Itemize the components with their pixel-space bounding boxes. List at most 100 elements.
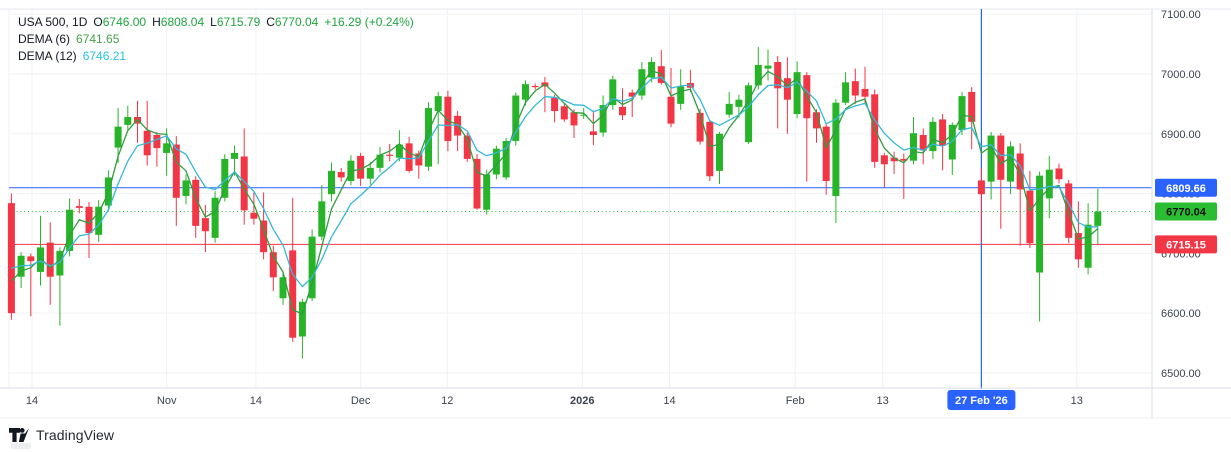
candle-body[interactable] — [619, 106, 626, 116]
candle-body[interactable] — [444, 96, 452, 141]
candle-body[interactable] — [774, 62, 782, 89]
candle-body[interactable] — [716, 133, 723, 171]
candle-body[interactable] — [929, 121, 937, 152]
candle-body[interactable] — [677, 86, 685, 104]
candle-body[interactable] — [318, 201, 326, 237]
time-axis-label[interactable]: 2026 — [570, 395, 594, 407]
candle-body[interactable] — [958, 96, 966, 131]
candle-body[interactable] — [609, 79, 617, 106]
price-axis-label[interactable]: 7100.00 — [1161, 9, 1201, 21]
candle-body[interactable] — [754, 65, 762, 86]
candle-body[interactable] — [260, 220, 268, 253]
candle-body[interactable] — [221, 158, 229, 198]
candle-body[interactable] — [890, 157, 898, 162]
symbol-title[interactable]: USA 500, 1D — [18, 15, 88, 29]
candle-body[interactable] — [1084, 224, 1092, 268]
candle-body[interactable] — [1007, 146, 1014, 182]
time-axis-label[interactable]: Feb — [786, 395, 805, 407]
candle-body[interactable] — [1036, 175, 1044, 273]
candle-body[interactable] — [910, 133, 917, 161]
time-axis-label[interactable]: 14 — [26, 395, 38, 407]
candle-body[interactable] — [861, 88, 869, 97]
candle-body[interactable] — [987, 135, 995, 182]
candle-body[interactable] — [638, 69, 646, 96]
candle-body[interactable] — [231, 152, 238, 159]
candle-body[interactable] — [483, 174, 491, 210]
candle-body[interactable] — [522, 84, 529, 100]
candle-body[interactable] — [628, 92, 636, 97]
candle-body[interactable] — [842, 82, 850, 103]
candle-body[interactable] — [667, 96, 675, 124]
candle-body[interactable] — [696, 112, 704, 142]
candle-body[interactable] — [822, 126, 830, 182]
candle-body[interactable] — [250, 212, 258, 219]
price-axis-label[interactable]: 6600.00 — [1161, 308, 1201, 320]
candle-body[interactable] — [357, 155, 365, 179]
candle-body[interactable] — [211, 197, 219, 238]
candle-body[interactable] — [531, 85, 539, 88]
candle-body[interactable] — [56, 250, 64, 276]
candle-body[interactable] — [473, 158, 481, 209]
candle-body[interactable] — [298, 301, 306, 337]
candle-body[interactable] — [85, 206, 93, 234]
candle-body[interactable] — [813, 112, 820, 129]
candle-body[interactable] — [182, 180, 190, 196]
candle-body[interactable] — [900, 158, 908, 161]
candle-body[interactable] — [153, 134, 161, 149]
candle-body[interactable] — [240, 156, 248, 211]
candle-body[interactable] — [27, 256, 35, 262]
candle-body[interactable] — [163, 143, 171, 153]
candle-body[interactable] — [37, 247, 44, 272]
time-axis-label[interactable]: 13 — [1071, 395, 1083, 407]
candle-body[interactable] — [279, 277, 287, 299]
candle-body[interactable] — [201, 218, 209, 232]
candle-body[interactable] — [1016, 153, 1024, 190]
time-axis-label[interactable]: Dec — [351, 395, 371, 407]
candle-body[interactable] — [492, 148, 500, 175]
tradingview-watermark[interactable]: TradingView — [9, 427, 114, 443]
legend-indicator-row-dema12[interactable]: DEMA (12) 6746.21 — [18, 48, 414, 65]
candle-body[interactable] — [289, 250, 297, 338]
candle-body[interactable] — [124, 117, 132, 125]
candle-body[interactable] — [1026, 190, 1034, 244]
candle-body[interactable] — [783, 78, 791, 100]
candle-body[interactable] — [366, 167, 374, 179]
candle-body[interactable] — [502, 140, 510, 178]
candle-body[interactable] — [172, 144, 180, 198]
candle-body[interactable] — [832, 102, 840, 196]
candle-body[interactable] — [434, 96, 442, 112]
candle-body[interactable] — [648, 62, 656, 78]
candle-body[interactable] — [395, 144, 403, 158]
candle-body[interactable] — [405, 143, 413, 171]
candle-body[interactable] — [512, 95, 520, 141]
candle-body[interactable] — [919, 134, 927, 151]
candle-body[interactable] — [793, 72, 801, 115]
time-axis-label[interactable]: 14 — [250, 395, 262, 407]
candle-body[interactable] — [589, 131, 597, 135]
candle-body[interactable] — [745, 85, 753, 143]
candle-body[interactable] — [1045, 169, 1053, 199]
dema-6-line[interactable] — [10, 70, 1099, 315]
candle-body[interactable] — [269, 252, 277, 278]
candle-body[interactable] — [725, 103, 733, 115]
dema-12-line[interactable] — [11, 76, 1098, 288]
candle-body[interactable] — [764, 65, 772, 69]
candle-body[interactable] — [997, 135, 1005, 180]
candle-body[interactable] — [551, 97, 559, 112]
legend-indicator-row-dema6[interactable]: DEMA (6) 6741.65 — [18, 31, 414, 48]
candle-body[interactable] — [114, 126, 122, 148]
candle-body[interactable] — [851, 81, 859, 96]
candle-body[interactable] — [337, 172, 345, 178]
price-axis-label[interactable]: 7000.00 — [1161, 69, 1201, 81]
candle-body[interactable] — [599, 105, 607, 133]
candle-body[interactable] — [580, 114, 588, 116]
candle-body[interactable] — [7, 203, 15, 314]
candle-body[interactable] — [415, 153, 423, 166]
candle-body[interactable] — [308, 236, 316, 299]
candle-body[interactable] — [425, 108, 432, 167]
candle-body[interactable] — [376, 154, 384, 168]
candle-body[interactable] — [570, 112, 578, 126]
candle-body[interactable] — [706, 121, 714, 177]
price-axis-label[interactable]: 6500.00 — [1161, 368, 1201, 380]
time-axis-label[interactable]: 13 — [876, 395, 888, 407]
